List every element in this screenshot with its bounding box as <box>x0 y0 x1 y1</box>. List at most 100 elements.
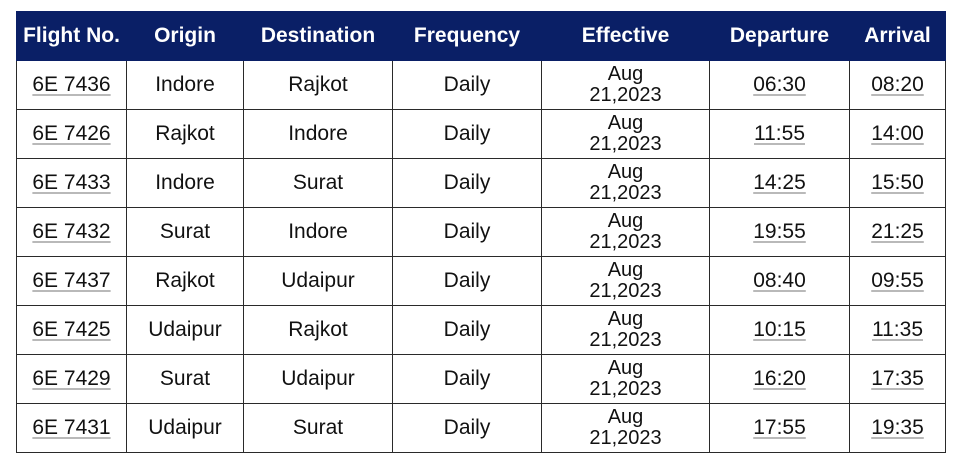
cell-origin: Rajkot <box>126 256 244 306</box>
cell-effective: Aug 21,2023 <box>541 403 710 453</box>
departure-time-text: 16:20 <box>753 367 806 390</box>
cell-effective: Aug 21,2023 <box>541 109 710 159</box>
cell-frequency: Daily <box>392 109 542 159</box>
departure-time-text: 19:55 <box>753 220 806 243</box>
cell-origin: Rajkot <box>126 109 244 159</box>
cell-frequency: Daily <box>392 207 542 257</box>
cell-flight-no: 6E 7436 <box>16 60 127 110</box>
header-row: Flight No. Origin Destination Frequency … <box>16 11 946 61</box>
effective-month: Aug <box>607 308 644 330</box>
cell-departure: 06:30 <box>709 60 850 110</box>
effective-month: Aug <box>607 63 644 85</box>
effective-month: Aug <box>607 259 644 281</box>
departure-time-text: 11:55 <box>754 122 805 145</box>
effective-month: Aug <box>607 112 644 134</box>
flight-number-text: 6E 7436 <box>32 73 111 96</box>
flight-number-text: 6E 7425 <box>32 318 111 341</box>
effective-day-year: 21,2023 <box>589 427 662 449</box>
header-effective: Effective <box>541 11 710 61</box>
arrival-time-text: 14:00 <box>871 122 924 145</box>
cell-origin: Surat <box>126 354 244 404</box>
effective-month: Aug <box>607 210 644 232</box>
effective-day-year: 21,2023 <box>589 84 662 106</box>
cell-departure: 16:20 <box>709 354 850 404</box>
cell-flight-no: 6E 7431 <box>16 403 127 453</box>
flight-number-text: 6E 7426 <box>32 122 111 145</box>
table-row: 6E 7425 Udaipur Rajkot Daily Aug 21,2023 … <box>16 305 946 355</box>
cell-effective: Aug 21,2023 <box>541 207 710 257</box>
effective-day-year: 21,2023 <box>589 378 662 400</box>
flight-number-text: 6E 7432 <box>32 220 111 243</box>
cell-effective: Aug 21,2023 <box>541 354 710 404</box>
arrival-time-text: 08:20 <box>871 73 924 96</box>
cell-departure: 08:40 <box>709 256 850 306</box>
cell-destination: Surat <box>243 403 393 453</box>
arrival-time-text: 21:25 <box>871 220 924 243</box>
header-departure: Departure <box>709 11 850 61</box>
arrival-time-text: 17:35 <box>871 367 924 390</box>
header-destination: Destination <box>243 11 393 61</box>
effective-day-year: 21,2023 <box>589 133 662 155</box>
cell-destination: Udaipur <box>243 354 393 404</box>
cell-arrival: 14:00 <box>849 109 946 159</box>
departure-time-text: 17:55 <box>753 416 806 439</box>
cell-arrival: 21:25 <box>849 207 946 257</box>
cell-arrival: 08:20 <box>849 60 946 110</box>
effective-month: Aug <box>607 357 644 379</box>
cell-arrival: 19:35 <box>849 403 946 453</box>
cell-frequency: Daily <box>392 60 542 110</box>
effective-month: Aug <box>607 161 644 183</box>
cell-flight-no: 6E 7437 <box>16 256 127 306</box>
cell-origin: Indore <box>126 158 244 208</box>
table-row: 6E 7433 Indore Surat Daily Aug 21,2023 14… <box>16 158 946 208</box>
cell-flight-no: 6E 7433 <box>16 158 127 208</box>
table-row: 6E 7431 Udaipur Surat Daily Aug 21,2023 1… <box>16 403 946 453</box>
cell-destination: Indore <box>243 109 393 159</box>
cell-frequency: Daily <box>392 354 542 404</box>
effective-day-year: 21,2023 <box>589 280 662 302</box>
table-row: 6E 7426 Rajkot Indore Daily Aug 21,2023 1… <box>16 109 946 159</box>
cell-frequency: Daily <box>392 256 542 306</box>
departure-time-text: 06:30 <box>753 73 806 96</box>
cell-frequency: Daily <box>392 403 542 453</box>
cell-origin: Indore <box>126 60 244 110</box>
cell-frequency: Daily <box>392 305 542 355</box>
table-body: 6E 7436 Indore Rajkot Daily Aug 21,2023 0… <box>16 60 946 453</box>
effective-day-year: 21,2023 <box>589 329 662 351</box>
arrival-time-text: 15:50 <box>871 171 924 194</box>
cell-flight-no: 6E 7426 <box>16 109 127 159</box>
cell-departure: 17:55 <box>709 403 850 453</box>
cell-arrival: 09:55 <box>849 256 946 306</box>
cell-flight-no: 6E 7425 <box>16 305 127 355</box>
cell-departure: 14:25 <box>709 158 850 208</box>
departure-time-text: 14:25 <box>753 171 806 194</box>
cell-destination: Rajkot <box>243 60 393 110</box>
table-row: 6E 7436 Indore Rajkot Daily Aug 21,2023 0… <box>16 60 946 110</box>
cell-effective: Aug 21,2023 <box>541 60 710 110</box>
table-row: 6E 7437 Rajkot Udaipur Daily Aug 21,2023 … <box>16 256 946 306</box>
departure-time-text: 10:15 <box>753 318 806 341</box>
effective-month: Aug <box>607 406 644 428</box>
flight-number-text: 6E 7429 <box>32 367 111 390</box>
cell-flight-no: 6E 7432 <box>16 207 127 257</box>
departure-time-text: 08:40 <box>753 269 806 292</box>
arrival-time-text: 11:35 <box>872 318 923 341</box>
cell-flight-no: 6E 7429 <box>16 354 127 404</box>
effective-day-year: 21,2023 <box>589 231 662 253</box>
cell-destination: Udaipur <box>243 256 393 306</box>
flight-number-text: 6E 7431 <box>32 416 111 439</box>
flight-number-text: 6E 7433 <box>32 171 111 194</box>
cell-frequency: Daily <box>392 158 542 208</box>
cell-destination: Indore <box>243 207 393 257</box>
cell-origin: Surat <box>126 207 244 257</box>
cell-departure: 11:55 <box>709 109 850 159</box>
arrival-time-text: 09:55 <box>871 269 924 292</box>
table-row: 6E 7429 Surat Udaipur Daily Aug 21,2023 1… <box>16 354 946 404</box>
flight-number-text: 6E 7437 <box>32 269 111 292</box>
cell-destination: Rajkot <box>243 305 393 355</box>
cell-origin: Udaipur <box>126 305 244 355</box>
header-frequency: Frequency <box>392 11 542 61</box>
cell-departure: 19:55 <box>709 207 850 257</box>
flight-schedule-table: Flight No. Origin Destination Frequency … <box>16 11 946 453</box>
cell-origin: Udaipur <box>126 403 244 453</box>
